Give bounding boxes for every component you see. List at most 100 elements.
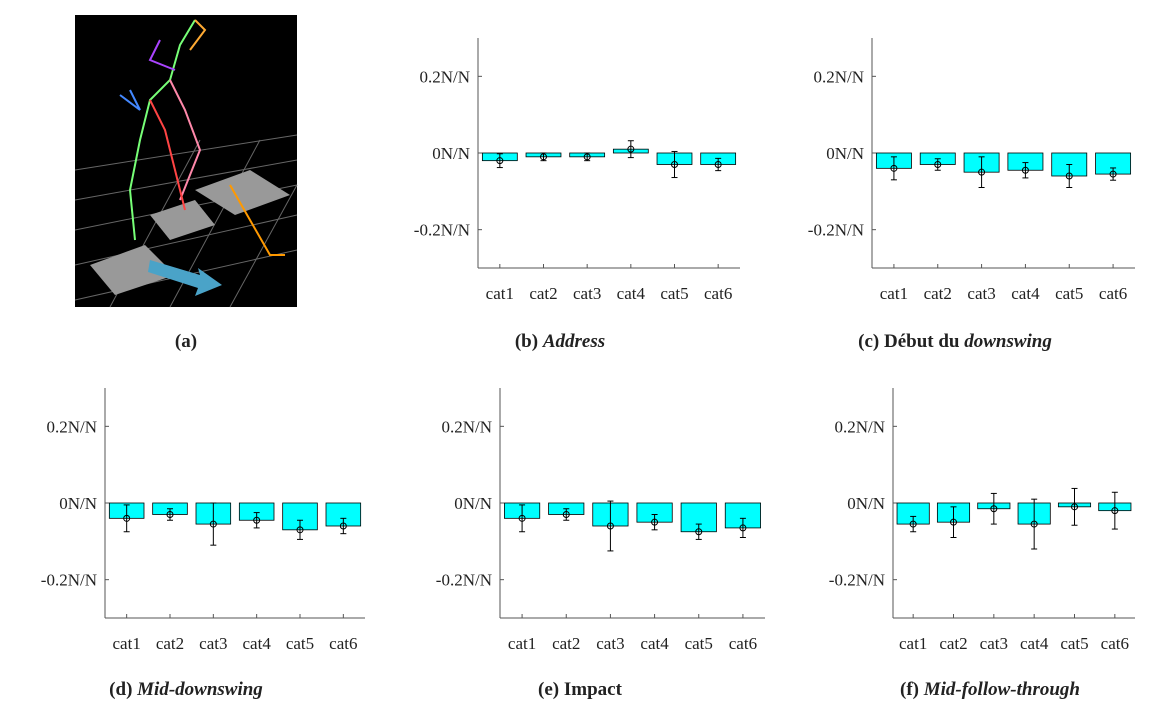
x-tick-label: cat2 — [156, 634, 184, 653]
error-bar — [123, 504, 131, 533]
x-tick-label: cat1 — [899, 634, 927, 653]
mean-marker — [627, 145, 635, 153]
mean-marker — [496, 157, 504, 165]
x-tick-label: cat3 — [980, 634, 1008, 653]
caption-label: (e) — [538, 679, 559, 700]
x-tick-label: cat3 — [573, 284, 601, 303]
y-tick-label: -0.2N/N — [808, 221, 864, 240]
mean-marker — [1065, 172, 1073, 180]
error-bar — [583, 152, 591, 162]
mean-marker — [583, 153, 591, 161]
caption-title: Address — [542, 331, 605, 352]
x-tick-label: cat6 — [1099, 284, 1127, 303]
mean-marker — [518, 514, 526, 522]
panel-caption: (f) Mid-follow-through — [900, 679, 1080, 700]
x-tick-label: cat4 — [243, 634, 272, 653]
x-tick-label: cat5 — [660, 284, 688, 303]
mean-marker — [562, 511, 570, 518]
error-bar — [209, 502, 217, 546]
y-tick-label: 0.2N/N — [419, 67, 470, 86]
x-tick-label: cat5 — [685, 634, 713, 653]
y-tick-label: 0N/N — [826, 144, 864, 163]
mean-marker — [695, 528, 703, 536]
mean-marker — [739, 524, 747, 532]
y-tick-label: 0.2N/N — [441, 417, 492, 436]
mean-marker — [651, 518, 659, 526]
caption-title: Mid-follow-through — [923, 679, 1080, 700]
error-bar — [253, 512, 261, 529]
x-tick-label: cat6 — [729, 634, 757, 653]
y-tick-label: 0N/N — [454, 494, 492, 513]
x-tick-label: cat6 — [329, 634, 357, 653]
x-tick-label: cat1 — [486, 284, 514, 303]
panel-caption: (b) Address — [515, 331, 605, 352]
y-tick-label: 0.2N/N — [834, 417, 885, 436]
error-bar — [990, 492, 998, 525]
error-bar — [934, 158, 942, 171]
error-bar — [978, 156, 986, 188]
mean-marker — [990, 505, 998, 513]
y-tick-label: -0.2N/N — [436, 571, 492, 590]
mean-marker — [1030, 520, 1038, 528]
x-tick-label: cat3 — [596, 634, 624, 653]
error-bar — [1111, 491, 1119, 530]
error-bar — [1021, 162, 1029, 179]
error-bar — [518, 504, 526, 533]
mean-marker — [978, 168, 986, 176]
mean-marker — [890, 164, 898, 172]
mean-marker — [1111, 507, 1119, 515]
mean-marker — [1109, 170, 1117, 178]
panel-caption: (d) Mid-downswing — [109, 679, 263, 700]
x-tick-label: cat5 — [1055, 284, 1083, 303]
x-tick-label: cat2 — [924, 284, 952, 303]
x-tick-label: cat1 — [880, 284, 908, 303]
y-tick-label: 0N/N — [59, 494, 97, 513]
mean-marker — [671, 161, 678, 168]
panel-caption: (c) Début du downswing — [858, 331, 1052, 352]
mean-marker — [123, 514, 131, 522]
x-tick-label: cat1 — [113, 634, 141, 653]
x-tick-label: cat4 — [1011, 284, 1040, 303]
mean-marker — [714, 161, 722, 168]
caption-label: (f) — [900, 679, 919, 700]
error-bar — [540, 152, 547, 162]
error-bar — [1109, 167, 1117, 181]
mean-marker — [950, 518, 957, 526]
x-tick-label: cat6 — [704, 284, 732, 303]
error-bar — [890, 156, 898, 181]
error-bar — [671, 150, 678, 179]
error-bar — [695, 523, 703, 540]
x-tick-label: cat2 — [529, 284, 557, 303]
mean-marker — [339, 522, 347, 530]
mean-marker — [934, 161, 942, 168]
error-bar — [606, 500, 614, 552]
x-tick-label: cat4 — [617, 284, 646, 303]
mean-marker — [1071, 503, 1078, 511]
x-tick-label: cat4 — [1020, 634, 1049, 653]
mean-marker — [540, 153, 547, 161]
mean-marker — [296, 526, 304, 534]
y-tick-label: -0.2N/N — [41, 571, 97, 590]
mean-marker — [606, 522, 614, 530]
x-tick-label: cat6 — [1101, 634, 1129, 653]
error-bar — [1071, 487, 1078, 526]
mean-marker — [209, 520, 217, 528]
error-bar — [950, 506, 957, 538]
error-bar — [909, 515, 917, 533]
error-bar — [166, 508, 174, 521]
caption-title: Début du — [884, 331, 964, 352]
error-bar — [1030, 498, 1038, 550]
x-tick-label: cat2 — [939, 634, 967, 653]
caption-label: (c) — [858, 331, 879, 352]
error-bar — [1065, 164, 1073, 188]
mean-marker — [166, 511, 174, 518]
error-bar — [627, 140, 635, 159]
y-tick-label: 0.2N/N — [46, 417, 97, 436]
panel-caption: (a) — [175, 331, 197, 352]
caption-title: Impact — [564, 679, 623, 700]
error-bar — [296, 519, 304, 540]
panel-caption: (e) Impact — [538, 679, 623, 700]
caption-label: (d) — [109, 679, 132, 700]
error-bar — [562, 508, 570, 521]
